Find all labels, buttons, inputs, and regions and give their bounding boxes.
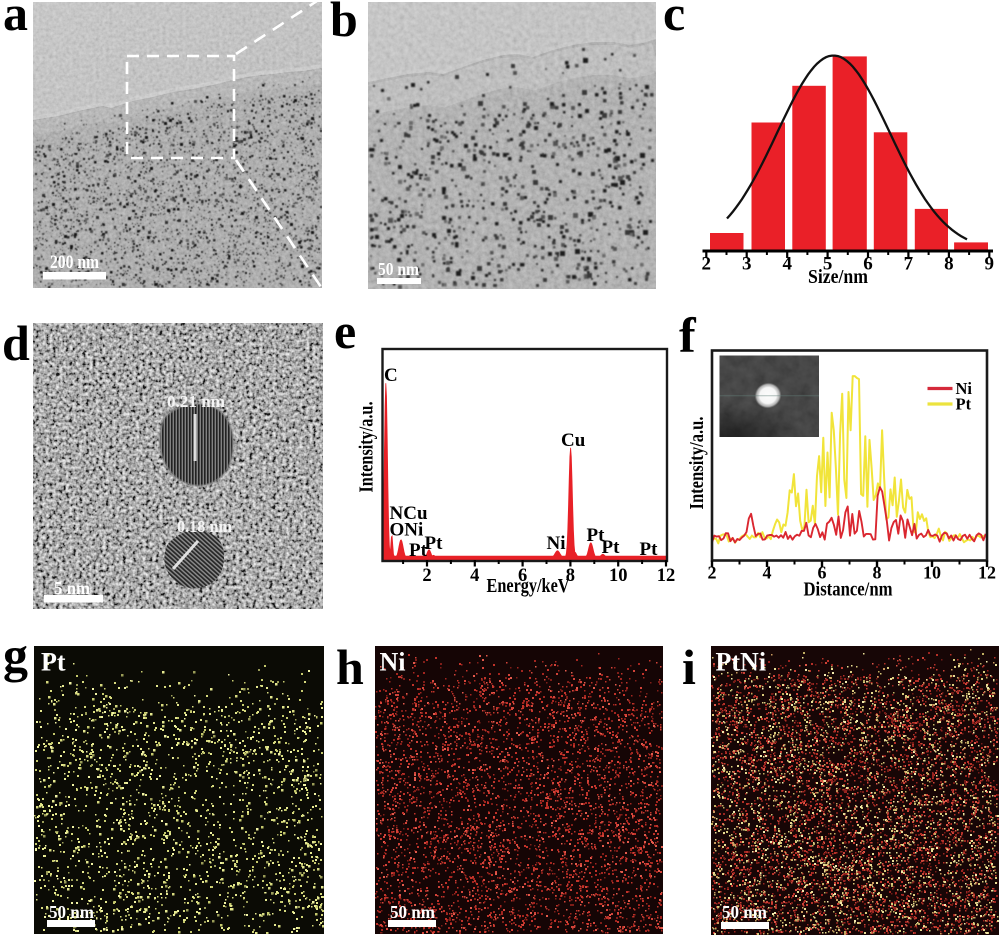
svg-text:50 nm: 50 nm bbox=[390, 902, 435, 922]
svg-text:Pt: Pt bbox=[640, 539, 659, 560]
svg-text:Size/nm: Size/nm bbox=[808, 267, 868, 288]
svg-text:0.21 nm: 0.21 nm bbox=[167, 392, 225, 411]
svg-text:12: 12 bbox=[657, 566, 676, 586]
svg-text:Ni: Ni bbox=[547, 533, 566, 554]
svg-text:Pt: Pt bbox=[409, 540, 428, 561]
svg-text:7: 7 bbox=[904, 254, 914, 275]
svg-text:5 nm: 5 nm bbox=[54, 578, 90, 598]
svg-text:Ni: Ni bbox=[380, 648, 406, 677]
svg-text:Pt: Pt bbox=[425, 533, 444, 554]
svg-text:2: 2 bbox=[422, 566, 431, 586]
svg-text:C: C bbox=[384, 365, 398, 386]
svg-text:Pt: Pt bbox=[602, 537, 621, 558]
svg-text:10: 10 bbox=[609, 566, 628, 586]
svg-text:ONi: ONi bbox=[390, 520, 424, 541]
svg-text:0.18 nm: 0.18 nm bbox=[177, 517, 232, 536]
svg-text:2: 2 bbox=[708, 563, 717, 583]
svg-text:50 nm: 50 nm bbox=[722, 902, 767, 922]
svg-text:3: 3 bbox=[742, 254, 752, 275]
svg-text:9: 9 bbox=[985, 254, 995, 275]
svg-text:200 nm: 200 nm bbox=[50, 253, 99, 273]
svg-text:Ni: Ni bbox=[956, 379, 973, 398]
svg-text:Pt: Pt bbox=[956, 395, 972, 414]
svg-text:4: 4 bbox=[782, 254, 792, 275]
svg-text:8: 8 bbox=[566, 566, 575, 586]
svg-text:4: 4 bbox=[763, 563, 772, 583]
svg-text:Pt: Pt bbox=[41, 648, 66, 677]
svg-text:6: 6 bbox=[518, 566, 527, 586]
svg-text:NCu: NCu bbox=[390, 503, 428, 524]
svg-text:8: 8 bbox=[873, 563, 882, 583]
svg-text:Intensity/a.u.: Intensity/a.u. bbox=[688, 417, 708, 510]
svg-text:6: 6 bbox=[863, 254, 873, 275]
svg-text:10: 10 bbox=[923, 563, 941, 583]
svg-text:Intensity/a.u.: Intensity/a.u. bbox=[356, 402, 378, 493]
svg-text:2: 2 bbox=[702, 254, 712, 275]
svg-text:8: 8 bbox=[944, 254, 954, 275]
svg-text:50 nm: 50 nm bbox=[49, 902, 94, 922]
svg-text:4: 4 bbox=[470, 566, 479, 586]
svg-text:Cu: Cu bbox=[561, 430, 586, 451]
svg-text:Distance/nm: Distance/nm bbox=[804, 579, 893, 601]
svg-text:12: 12 bbox=[978, 563, 996, 583]
svg-text:6: 6 bbox=[818, 563, 827, 583]
svg-text:PtNi: PtNi bbox=[716, 648, 767, 677]
svg-text:50 nm: 50 nm bbox=[378, 259, 419, 279]
svg-text:5: 5 bbox=[823, 254, 833, 275]
svg-text:Pt: Pt bbox=[587, 525, 606, 546]
svg-text:Energy/keV: Energy/keV bbox=[487, 575, 570, 597]
